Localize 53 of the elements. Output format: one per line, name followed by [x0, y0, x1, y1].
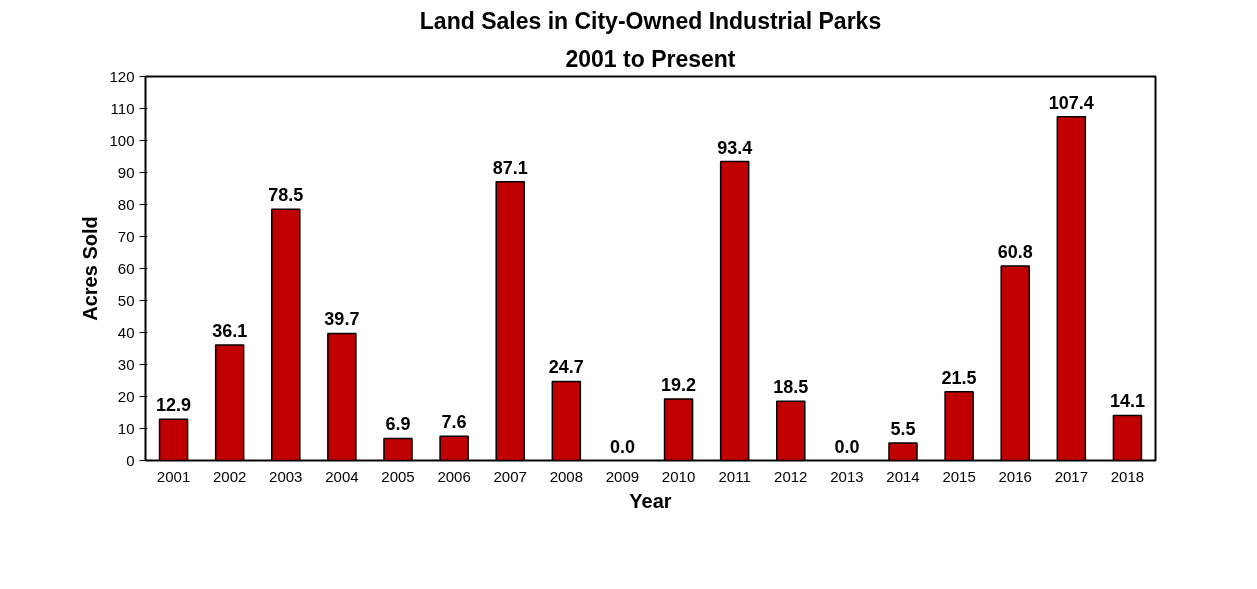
x-tick-label: 2005 [381, 467, 415, 485]
x-axis-title: Year [629, 489, 672, 512]
data-label: 93.4 [717, 137, 753, 158]
data-label: 0.0 [834, 436, 860, 457]
y-tick-label: 0 [126, 451, 135, 469]
x-tick-label: 2011 [718, 467, 751, 485]
x-tick-label: 2013 [830, 467, 864, 485]
y-tick-label: 60 [117, 259, 135, 277]
x-tick-label: 2007 [493, 467, 527, 485]
x-tick-label: 2010 [661, 467, 696, 485]
y-tick-label: 40 [117, 323, 135, 341]
x-tick-label: 2002 [212, 467, 247, 485]
y-tick-label: 80 [117, 195, 135, 213]
data-label: 14.1 [1109, 391, 1145, 412]
data-label: 78.5 [268, 185, 304, 206]
x-tick-label: 2001 [156, 467, 191, 485]
y-tick-label: 120 [109, 67, 135, 85]
y-tick-label: 110 [110, 99, 135, 117]
data-label: 107.4 [1048, 92, 1094, 113]
x-tick-label: 2016 [998, 467, 1032, 485]
x-tick-label: 2004 [325, 467, 359, 485]
x-tick-label: 2018 [1110, 467, 1145, 485]
y-tick-label: 10 [117, 419, 135, 437]
x-tick-label: 2017 [1054, 467, 1089, 485]
data-label: 18.5 [773, 377, 809, 398]
x-tick-label: 2009 [605, 467, 640, 485]
data-label: 6.9 [385, 414, 411, 435]
data-label: 7.6 [441, 412, 467, 433]
data-label: 24.7 [548, 357, 584, 378]
data-label: 12.9 [156, 395, 192, 416]
data-label: 87.1 [492, 157, 528, 178]
chart-subtitle: 2001 to Present [565, 45, 736, 72]
x-tick-label: 2014 [886, 467, 920, 485]
x-tick-label: 2015 [942, 467, 976, 485]
y-tick-label: 20 [117, 387, 135, 405]
data-label: 39.7 [324, 309, 360, 330]
y-tick-label: 90 [117, 163, 135, 181]
x-tick-label: 2008 [549, 467, 584, 485]
y-tick-label: 100 [109, 131, 135, 149]
data-label: 5.5 [890, 418, 916, 439]
x-tick-label: 2012 [774, 467, 808, 485]
y-axis-title: Acres Sold [79, 216, 102, 321]
data-label: 19.2 [661, 375, 697, 396]
data-label: 0.0 [609, 436, 635, 457]
data-label: 60.8 [997, 241, 1033, 262]
y-tick-label: 30 [117, 355, 135, 373]
x-tick-label: 2006 [437, 467, 471, 485]
data-label: 21.5 [941, 367, 977, 388]
data-label: 36.1 [212, 320, 248, 341]
chart-title: Land Sales in City-Owned Industrial Parks [419, 7, 882, 34]
y-tick-label: 70 [117, 227, 135, 245]
x-tick-label: 2003 [269, 467, 303, 485]
y-tick-label: 50 [117, 291, 135, 309]
